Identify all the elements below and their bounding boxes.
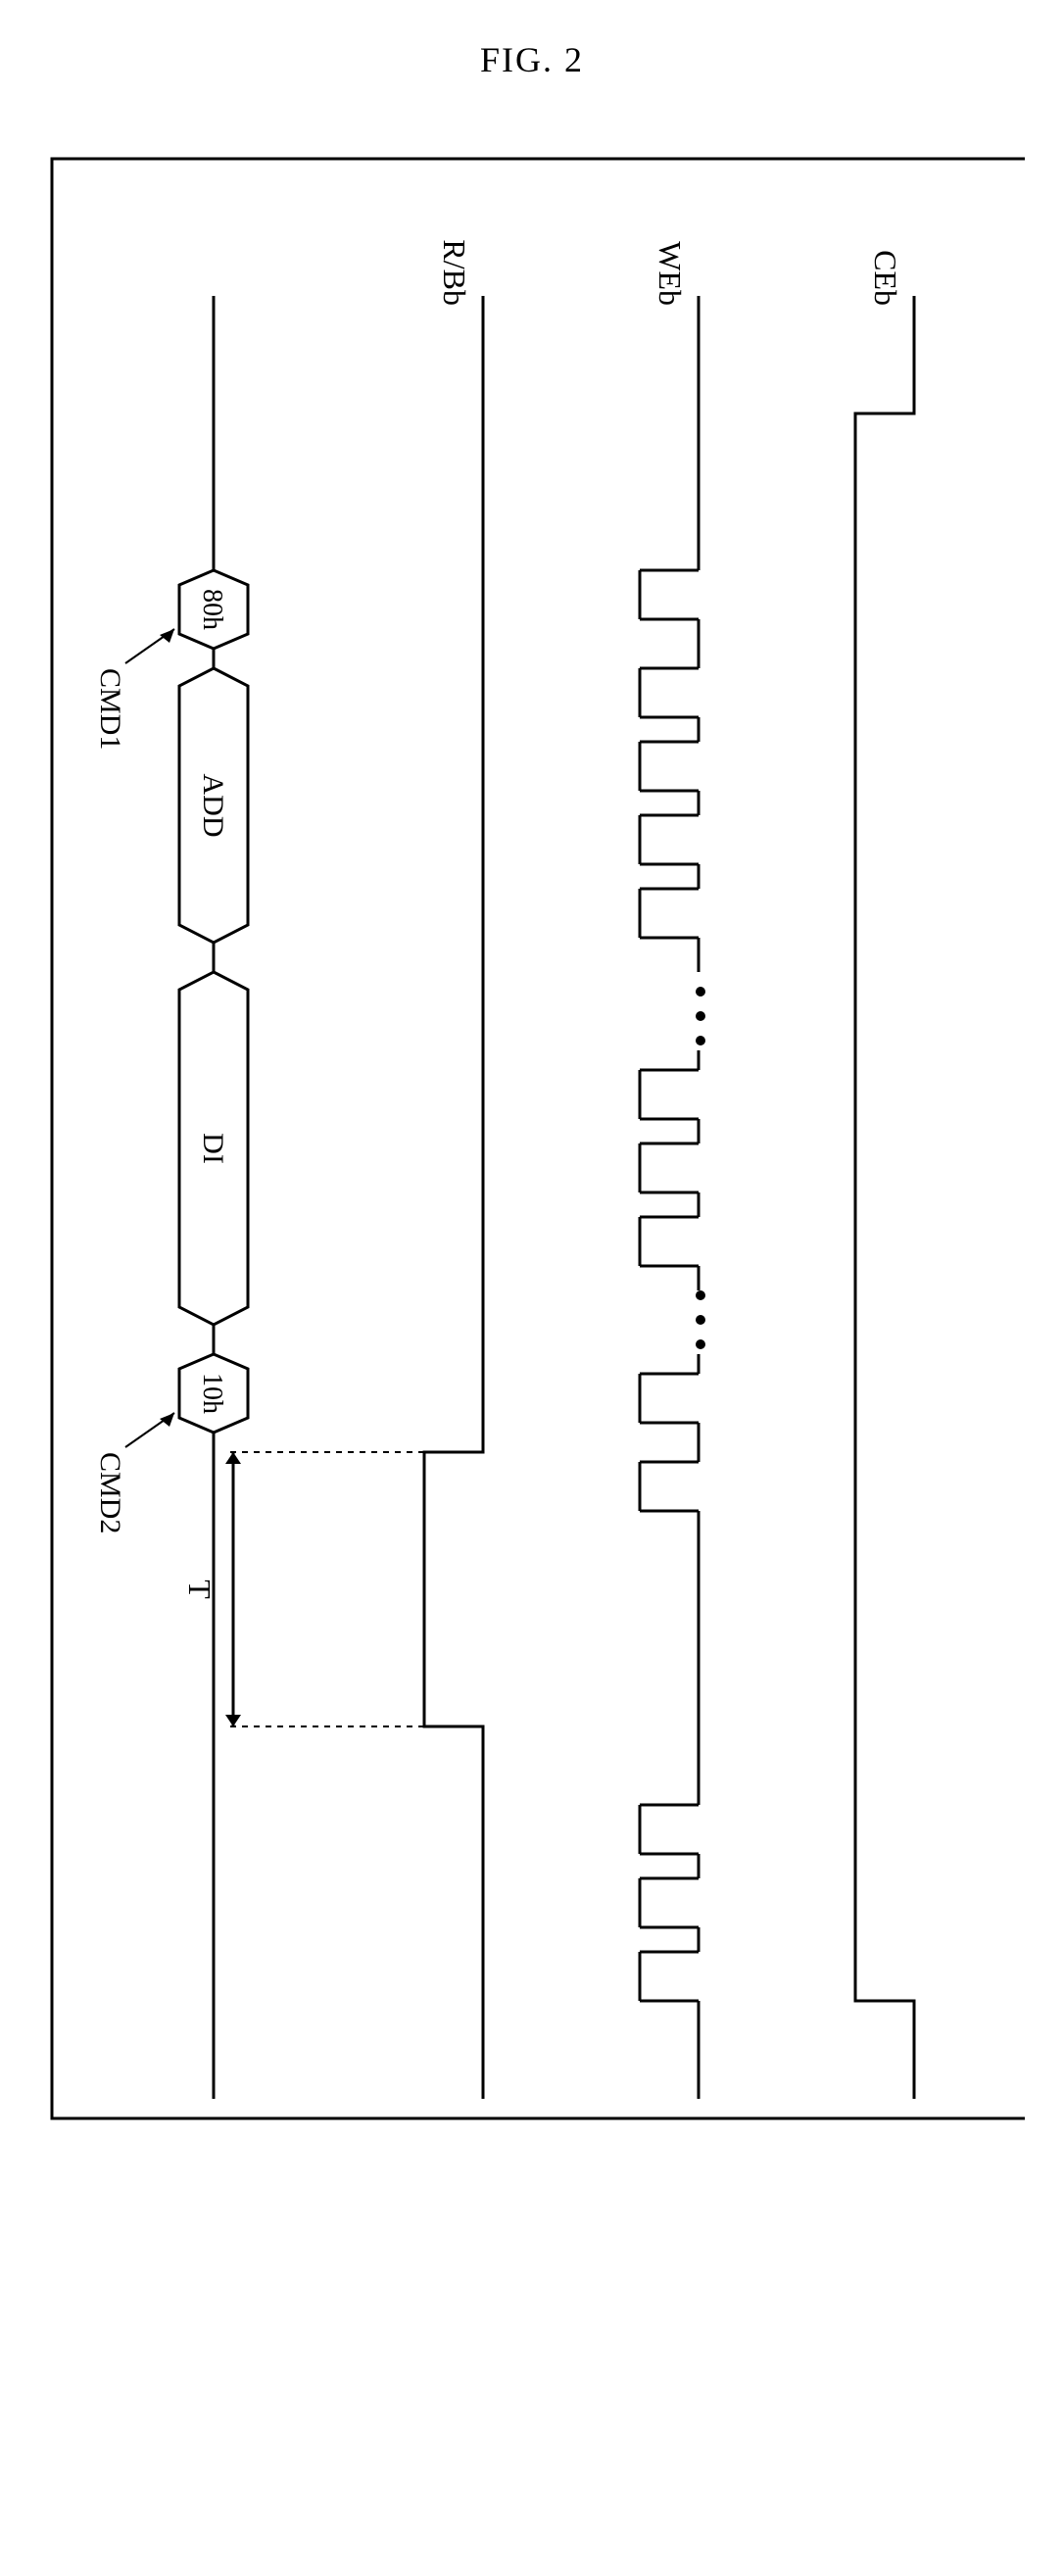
figure-title: FIG. 2 — [39, 39, 1025, 80]
timing-diagram: CEbWEbR/BbT80hCMD1ADDDI10hCMD2 — [39, 120, 1025, 2471]
label-web: WEb — [653, 241, 688, 306]
bus-row: 80h CMD1 ADD DI 10h CMD2 — [94, 296, 248, 2099]
waveform-rbb — [424, 296, 483, 2099]
figure-2: FIG. 2 CEbWEbR/BbT80hCMD1ADDDI10hCMD2 — [39, 39, 1025, 2471]
waveform-web — [640, 296, 705, 2099]
callout-label-CMD2: CMD2 — [94, 1452, 126, 1533]
label-rbb: R/Bb — [437, 239, 472, 306]
waveform-ceb — [855, 296, 914, 2099]
bus-box-label-2: DI — [197, 1133, 229, 1164]
callout-label-CMD1: CMD1 — [94, 668, 126, 750]
bus-box-label-1: ADD — [197, 774, 229, 838]
label-ceb: CEb — [868, 250, 903, 306]
bus-hex-label-0: 80h — [197, 589, 227, 630]
bus-hex-label-3: 10h — [197, 1373, 227, 1414]
